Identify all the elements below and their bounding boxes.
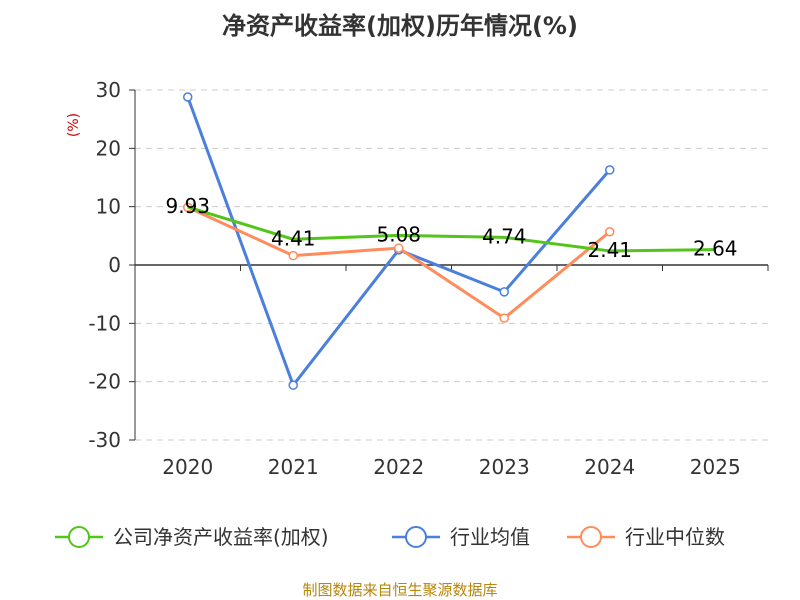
legend-label: 行业中位数 (625, 525, 725, 549)
x-tick-label: 2021 (268, 455, 319, 479)
data-labels: 9.93 4.41 5.08 4.74 2.41 2.64 (165, 194, 737, 262)
y-tick-label: 30 (96, 78, 121, 102)
series-point (288, 380, 298, 390)
legend-marker (580, 526, 602, 548)
data-label: 4.74 (482, 224, 527, 248)
y-tick-label: -20 (88, 370, 121, 394)
series-point (605, 227, 615, 237)
legend-label: 公司净资产收益率(加权) (113, 525, 329, 549)
data-label: 5.08 (376, 222, 421, 246)
chart-title: 净资产收益率(加权)历年情况(%) (222, 12, 578, 40)
x-tick-label: 2022 (373, 455, 424, 479)
legend-label: 行业均值 (450, 525, 530, 549)
x-tick-label: 2024 (584, 455, 635, 479)
legend-marker (405, 526, 427, 548)
x-tick-label: 2025 (690, 455, 741, 479)
legend: 公司净资产收益率(加权) 行业均值 行业中位数 (55, 525, 725, 549)
y-tick-label: 20 (96, 136, 121, 160)
y-tick-label: 0 (108, 253, 121, 277)
y-tick-label: 10 (96, 195, 121, 219)
y-tick-label: -30 (88, 428, 121, 452)
legend-marker (68, 526, 90, 548)
series-point (183, 92, 193, 102)
source-note: 制图数据来自恒生聚源数据库 (302, 581, 497, 599)
data-label: 2.64 (693, 237, 738, 261)
series-point (288, 250, 298, 261)
data-label: 9.93 (165, 194, 210, 218)
series-point (394, 243, 404, 253)
x-tick-label: 2023 (479, 455, 530, 479)
series-point (499, 287, 509, 297)
data-label: 4.41 (271, 226, 316, 250)
x-tick-label: 2020 (162, 455, 213, 479)
series-point (605, 165, 615, 175)
y-axis-label: (%) (66, 113, 82, 137)
series-point (499, 313, 509, 323)
series-line-0 (187, 205, 716, 253)
data-label: 2.41 (587, 238, 632, 262)
series-layer (183, 92, 716, 390)
y-tick-label: -10 (88, 311, 121, 335)
axes: 30 20 10 0 -10 -20 -30 2020 2021 2022 2023 2024 2025 (88, 78, 769, 479)
